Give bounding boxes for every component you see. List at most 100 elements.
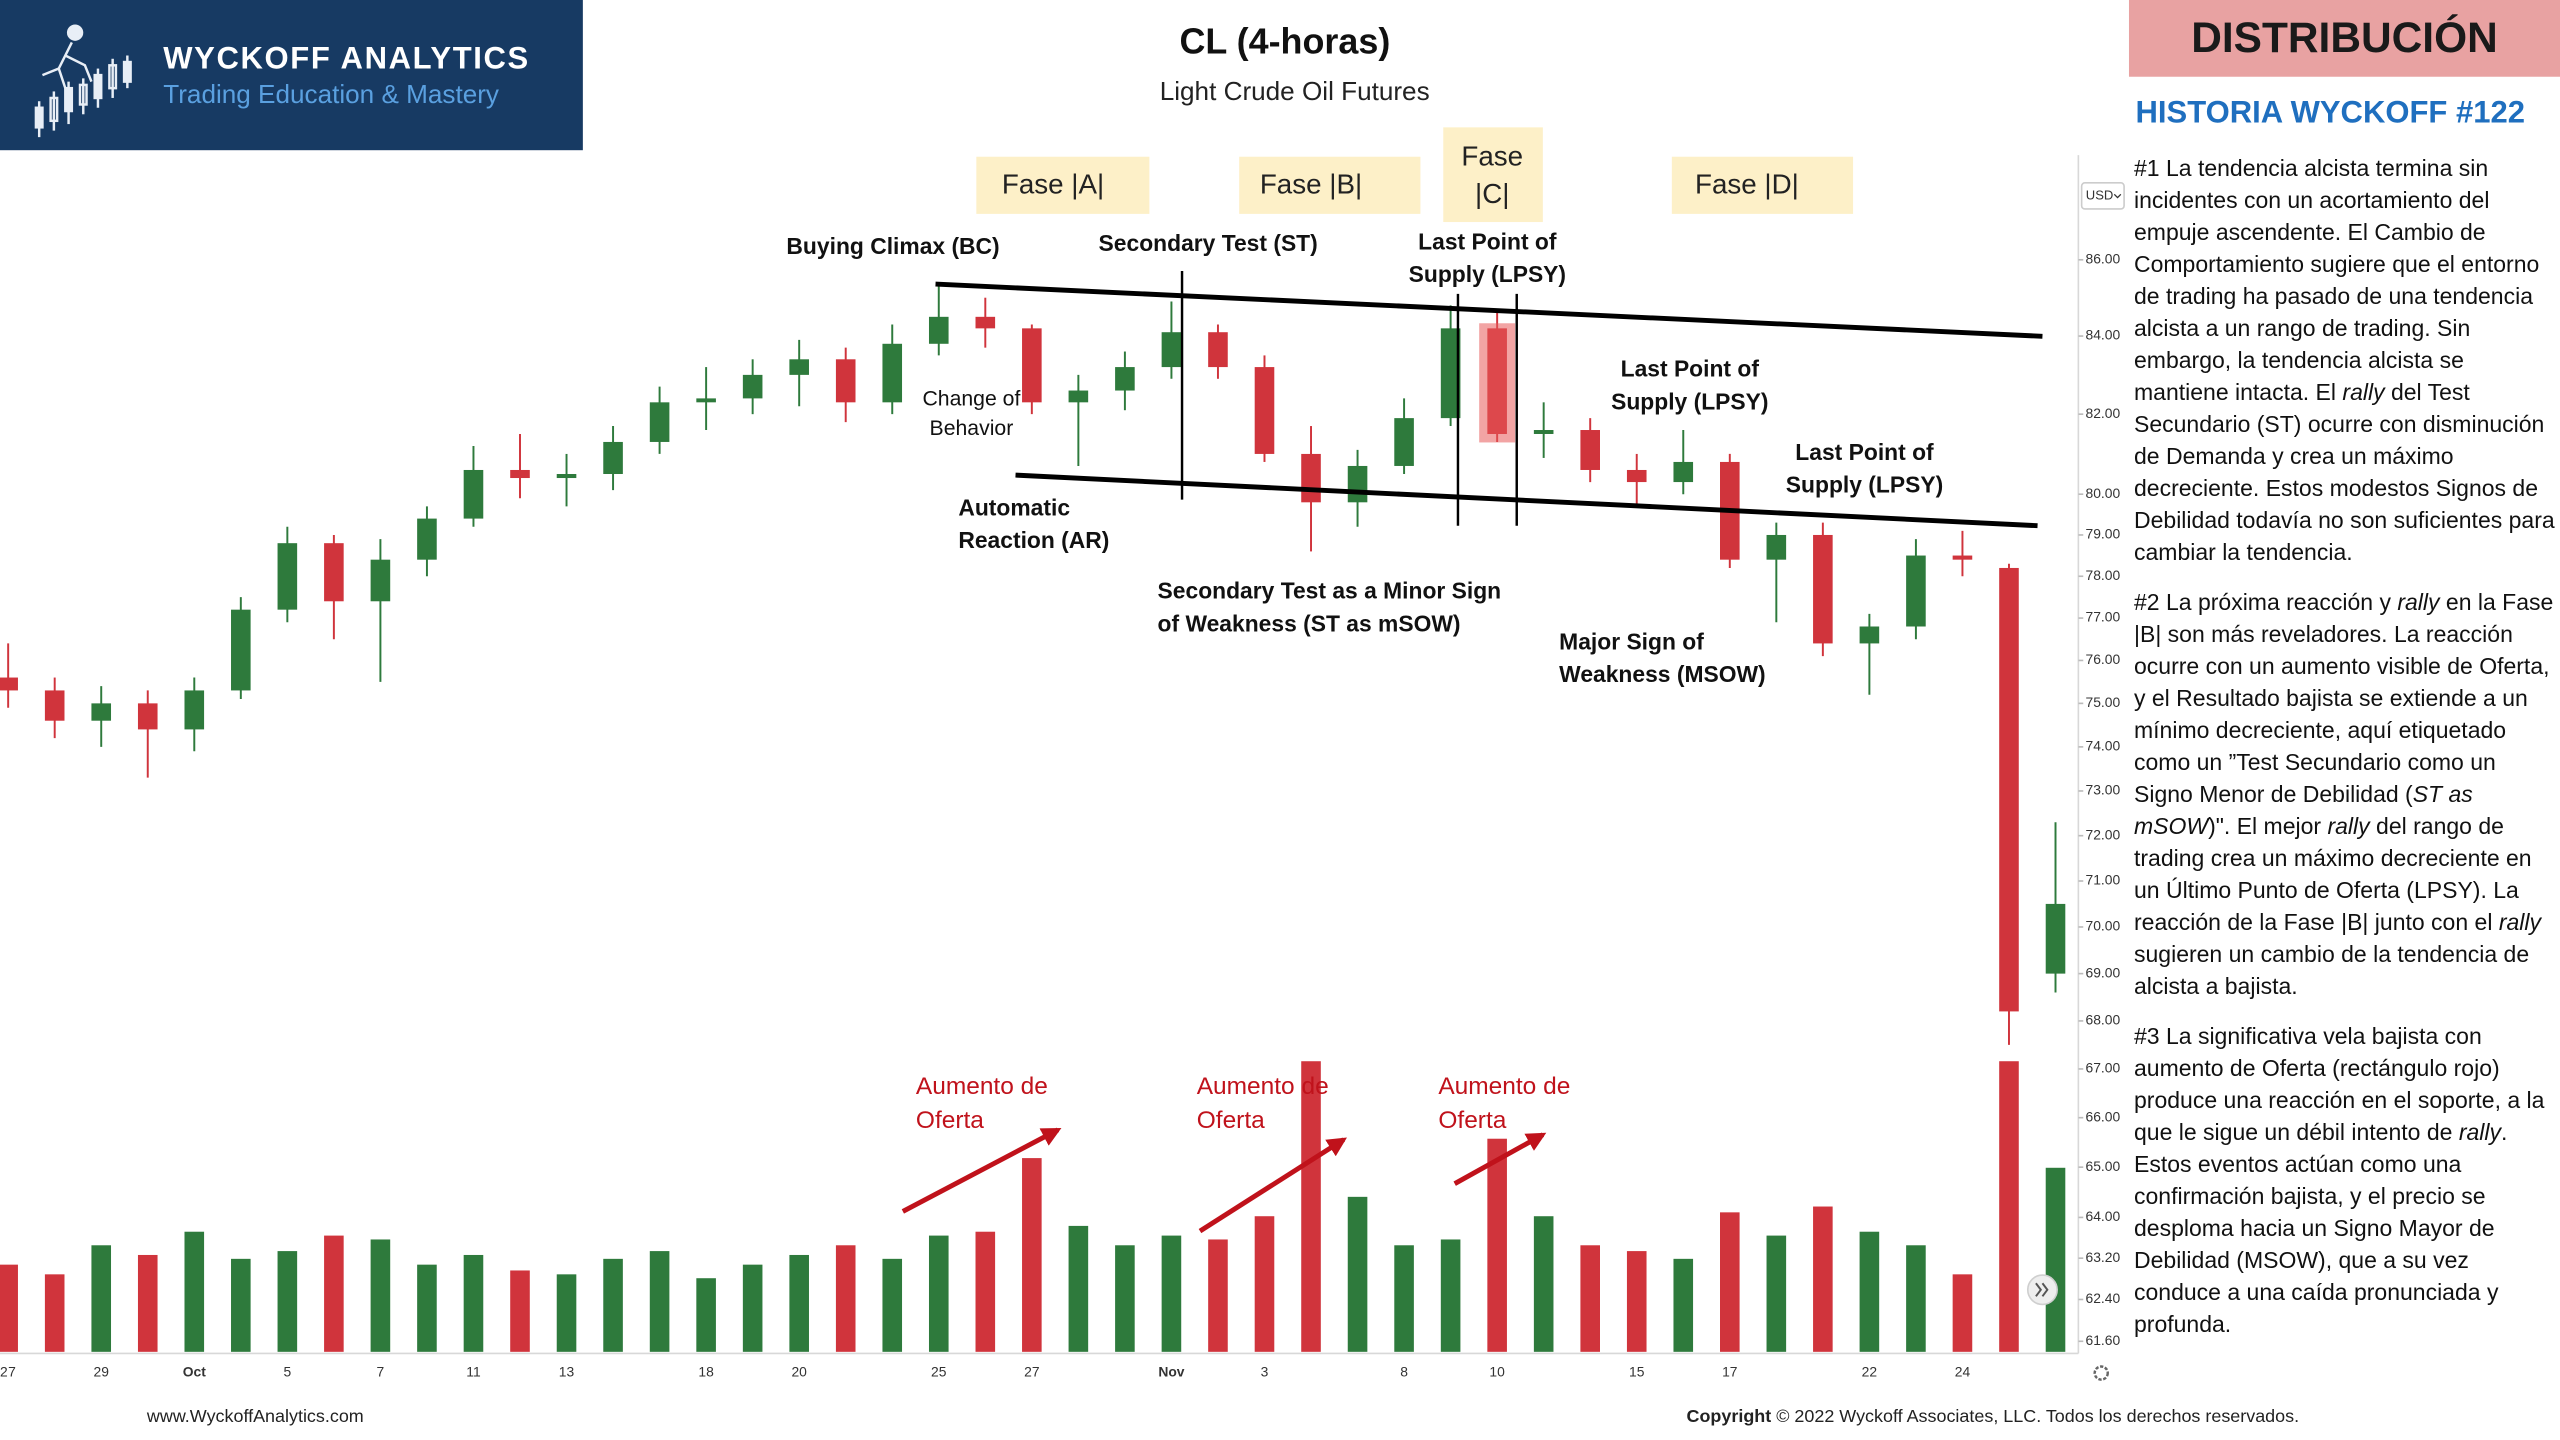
- y-tick-label: 66.00: [2086, 1108, 2121, 1124]
- scroll-button[interactable]: [2026, 1274, 2058, 1306]
- candle-body: [603, 441, 623, 475]
- candle-body: [2045, 903, 2066, 974]
- volume-bar: [882, 1258, 903, 1352]
- candle-body: [1394, 418, 1414, 466]
- text-run: sugieren un cambio de la tendencia de al…: [2134, 941, 2530, 999]
- candle-body: [1533, 430, 1554, 434]
- annotation: Last Point of: [1418, 228, 1557, 254]
- annotation: Aumento de: [1197, 1073, 1329, 1100]
- candle-body: [1440, 328, 1461, 419]
- annotation: Secondary Test as a Minor Sign: [1158, 578, 1502, 604]
- y-tick-label: 64.00: [2086, 1208, 2121, 1224]
- logo-icon: [34, 24, 132, 138]
- annotation: Oferta: [1197, 1107, 1265, 1134]
- volume-bar: [1720, 1212, 1740, 1352]
- volume-bar: [1999, 1061, 2019, 1352]
- volume-bar: [1813, 1206, 1833, 1352]
- y-tick-label: 84.00: [2086, 327, 2121, 343]
- candle-body: [975, 316, 996, 329]
- volume-bar: [1254, 1216, 1275, 1352]
- emphasis: ST as mSOW: [2134, 781, 2473, 839]
- y-tick-label: 63.20: [2086, 1249, 2121, 1265]
- marks: 86.00 84.00 82.00 80.00 79.00 78.00 77.00 76.00…: [0, 250, 2121, 1380]
- candle-body: [928, 316, 949, 344]
- paragraph: #1 La tendencia alcista termina sin inci…: [2134, 152, 2558, 568]
- y-tick-label: 73.00: [2086, 782, 2121, 798]
- volume-bar: [1952, 1274, 1973, 1352]
- y-tick-label: 67.00: [2086, 1060, 2121, 1076]
- volume-bar: [324, 1235, 344, 1352]
- text-run: )". El mejor: [2208, 813, 2328, 839]
- currency-box[interactable]: [2080, 182, 2125, 210]
- volume-bar: [789, 1254, 809, 1352]
- y-tick-label: 72.00: [2086, 826, 2121, 842]
- copyright-label: Copyright: [1687, 1406, 1772, 1426]
- volume-bar: [1161, 1235, 1182, 1352]
- volume-bar: [1673, 1258, 1694, 1352]
- volume-bar: [1022, 1158, 1042, 1352]
- phase-label: Fase |D|: [1695, 168, 1799, 199]
- phase-box: [1443, 127, 1543, 223]
- y-tick-label: 76.00: [2086, 651, 2121, 667]
- resistance-line: [935, 281, 2043, 339]
- volume-bar: [603, 1258, 623, 1352]
- candle-body: [137, 703, 158, 730]
- annotation: Change of: [922, 388, 1020, 411]
- x-tick-label: 18: [698, 1364, 714, 1380]
- y-tick-label: 78.00: [2086, 567, 2121, 583]
- volume-bar: [649, 1251, 670, 1352]
- y-tick-label: 68.00: [2086, 1012, 2121, 1028]
- candle-body: [1906, 555, 1926, 627]
- panel-heading: HISTORIA WYCKOFF #122: [2136, 94, 2525, 129]
- y-tick-label: 80.00: [2086, 485, 2121, 501]
- copyright: Copyright © 2022 Wyckoff Associates, LLC…: [1687, 1406, 2300, 1426]
- x-tick-label: 27: [1024, 1364, 1040, 1380]
- candle-body: [696, 398, 716, 403]
- x-tick-label: 13: [559, 1364, 575, 1380]
- candle-body: [1347, 465, 1368, 503]
- emphasis: rally: [2397, 589, 2440, 615]
- volume-bar: [1766, 1235, 1787, 1352]
- phase-label: Fase |B|: [1260, 168, 1362, 199]
- y-tick-label: 74.00: [2086, 738, 2121, 754]
- x-tick-label: Nov: [1158, 1364, 1184, 1380]
- volume-bar: [277, 1251, 298, 1352]
- badge: DISTRIBUCIÓN: [2191, 13, 2498, 61]
- candle-body: [1952, 555, 1973, 560]
- story-panel: #1 La tendencia alcista termina sin inci…: [2134, 152, 2558, 1372]
- candle-body: [91, 703, 112, 721]
- candle-body: [789, 359, 809, 375]
- volume-bar: [928, 1235, 949, 1352]
- arrow: [1453, 1132, 1547, 1186]
- volume-bar: [1394, 1245, 1414, 1352]
- candle-body: [1673, 461, 1694, 483]
- arrow: [1198, 1137, 1347, 1234]
- volume-bar: [1859, 1231, 1880, 1352]
- brand: WYCKOFF ANALYTICS: [163, 41, 530, 76]
- currency: USD: [2086, 187, 2114, 202]
- x-tick-label: 15: [1629, 1364, 1645, 1380]
- phase-box: [976, 156, 1150, 214]
- text-run: #3 La significativa vela bajista con aum…: [2134, 1023, 2545, 1145]
- candle-body: [1254, 367, 1275, 454]
- candle-body: [277, 543, 298, 610]
- candle-body: [835, 359, 856, 403]
- volume-bar: [231, 1258, 251, 1352]
- annotation: Buying Climax (BC): [786, 233, 999, 259]
- candle-body: [1022, 328, 1042, 403]
- text-run: . Estos eventos actúan como una confirma…: [2134, 1119, 2508, 1337]
- phase-box: [1239, 156, 1421, 214]
- volume-bar: [2045, 1167, 2066, 1352]
- x-tick-label: 10: [1489, 1364, 1505, 1380]
- candle-body: [1580, 430, 1600, 470]
- annotation: of Weakness (ST as mSOW): [1158, 610, 1461, 636]
- candle-body: [184, 690, 205, 730]
- x-tick-label: 24: [1955, 1364, 1971, 1380]
- candle-body: [1999, 567, 2019, 1012]
- settings-icon[interactable]: [2093, 1365, 2109, 1381]
- volume-bar: [417, 1264, 437, 1352]
- y-tick-label: 71.00: [2086, 872, 2121, 888]
- y-tick-label: 61.60: [2086, 1332, 2121, 1348]
- y-tick-label: 69.00: [2086, 964, 2121, 980]
